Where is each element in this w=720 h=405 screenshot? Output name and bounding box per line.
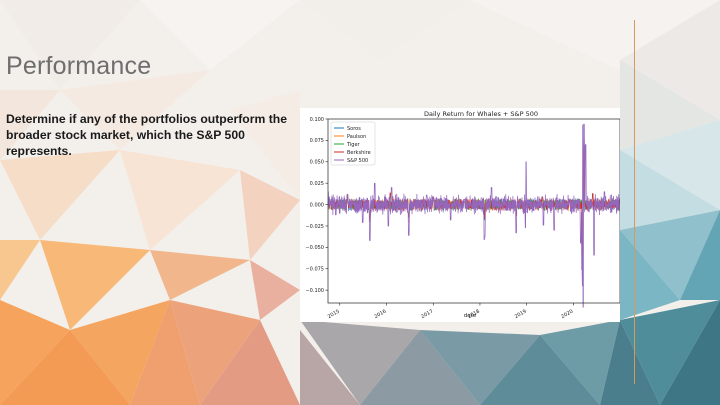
y-tick-label: −0.075: [305, 267, 324, 273]
legend-box: [330, 121, 376, 166]
x-tick-label: 2019: [514, 309, 528, 321]
y-tick-label: −0.100: [305, 288, 324, 294]
y-tick-label: 0.075: [310, 138, 324, 144]
chart-container: Daily Return for Whales + S&P 500 0.100 0…: [300, 108, 620, 322]
series-layer: [327, 123, 620, 308]
series-line-s-p-500: [327, 123, 620, 308]
accent-divider-line: [634, 20, 635, 384]
x-tick-label: 2017: [420, 309, 434, 321]
y-tick-label: −0.025: [305, 224, 324, 230]
legend-entry: Tiger: [346, 142, 361, 148]
x-tick-label: 2018: [467, 309, 481, 321]
chart-legend: Soros Paulson Tiger Berkshire S&P 500: [330, 121, 376, 166]
plot-frame: [327, 118, 620, 304]
slide-body-text: Determine if any of the portfolios outpe…: [6, 112, 288, 158]
legend-entry: Soros: [347, 126, 361, 132]
x-tick-label: 2015: [327, 309, 341, 321]
y-tick-label: 0.025: [310, 181, 324, 187]
x-tick-label: 2016: [373, 309, 387, 321]
y-tick-label: 0.100: [310, 117, 324, 123]
y-tick-label: 0.050: [310, 160, 324, 166]
y-tick-label: −0.050: [305, 245, 324, 251]
y-tick-label: 0.000: [310, 202, 324, 208]
y-axis: 0.100 0.075 0.050 0.025 0.000 −0.025 −0.050 −0.…: [305, 117, 328, 294]
legend-entry: Paulson: [347, 134, 366, 140]
legend-entry: Berkshire: [347, 150, 371, 156]
daily-return-chart: Daily Return for Whales + S&P 500 0.1000…: [305, 110, 620, 321]
chart-title: Daily Return for Whales + S&P 500: [424, 110, 538, 118]
legend-entry: S&P 500: [347, 158, 368, 164]
x-tick-label: 2020: [560, 309, 574, 321]
x-axis-label: date: [464, 313, 477, 319]
x-axis: 2015 2016 2017 2018 2019 2020: [327, 303, 574, 321]
slide-title: Performance: [6, 52, 152, 80]
